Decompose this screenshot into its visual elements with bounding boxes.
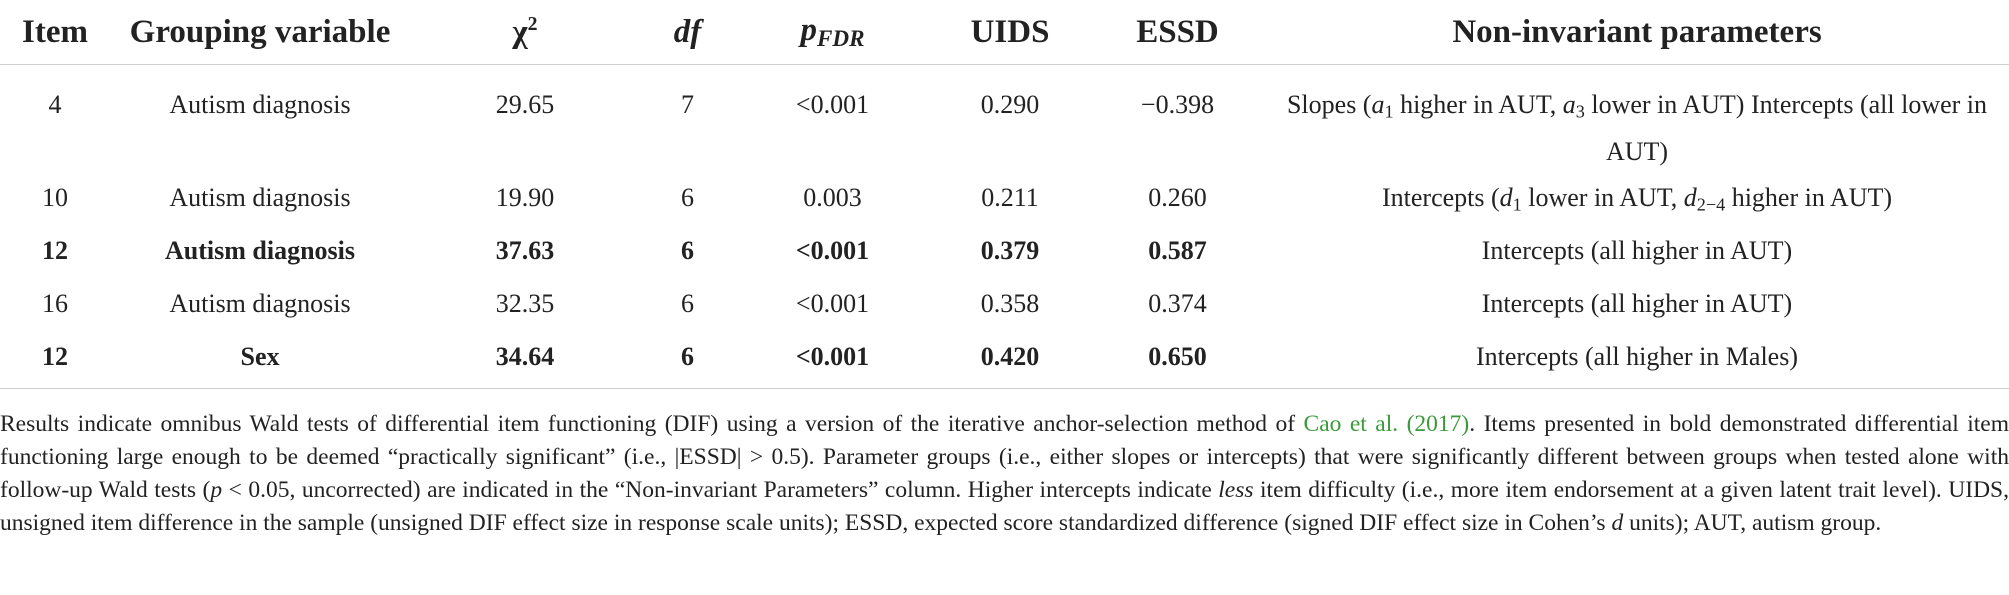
- cell-item: 16: [42, 288, 68, 318]
- table-header: Item Grouping variable χ2 df pFDR UIDS E…: [0, 0, 2009, 65]
- dif-results-table: Item Grouping variable χ2 df pFDR UIDS E…: [0, 0, 2009, 389]
- header-item: Item: [22, 13, 88, 50]
- cell-chi2: 19.90: [495, 182, 555, 212]
- cell-essd: −0.398: [1140, 90, 1215, 119]
- cell-chi2: 34.64: [495, 341, 555, 371]
- cell-item: 12: [42, 341, 68, 371]
- table-row: 12 Sex 34.64 6 <0.001 0.420 0.650 Interc…: [0, 331, 2009, 389]
- cell-uids: 0.420: [980, 341, 1040, 371]
- cell-essd: 0.374: [1148, 288, 1207, 318]
- table-row: 4 Autism diagnosis 29.65 7 <0.001 0.290 …: [0, 65, 2009, 172]
- header-essd: ESSD: [1136, 13, 1219, 50]
- cell-parameters: Intercepts (d1 lower in AUT, d2−4 higher…: [1381, 182, 1893, 215]
- table-row: 10 Autism diagnosis 19.90 6 0.003 0.211 …: [0, 172, 2009, 225]
- cell-chi2: 37.63: [495, 235, 555, 265]
- cell-grouping: Autism diagnosis: [169, 182, 351, 212]
- cell-grouping: Autism diagnosis: [169, 288, 351, 318]
- cell-grouping: Sex: [240, 341, 280, 371]
- cell-p-fdr: <0.001: [795, 235, 870, 265]
- cell-parameters: Intercepts (all higher in Males): [1476, 341, 1798, 371]
- header-uids: UIDS: [970, 13, 1050, 50]
- header-df: df: [673, 13, 702, 50]
- table-row: 12 Autism diagnosis 37.63 6 <0.001 0.379…: [0, 225, 2009, 278]
- cell-parameters: Intercepts (all higher in AUT): [1481, 235, 1793, 265]
- cell-item: 12: [42, 235, 68, 265]
- cell-p-fdr: <0.001: [795, 90, 870, 119]
- header-grouping-variable: Grouping variable: [129, 13, 391, 50]
- cell-chi2: 29.65: [495, 90, 555, 119]
- cell-df: 6: [681, 182, 694, 212]
- cell-uids: 0.358: [980, 288, 1040, 318]
- cell-parameters: Intercepts (all higher in AUT): [1481, 288, 1793, 318]
- cell-df: 6: [681, 235, 694, 265]
- citation-link[interactable]: Cao et al. (2017): [1303, 411, 1470, 437]
- cell-p-fdr: <0.001: [795, 341, 870, 371]
- cell-p-fdr: 0.003: [803, 182, 862, 212]
- cell-uids: 0.379: [980, 235, 1040, 265]
- table-row: 16 Autism diagnosis 32.35 6 <0.001 0.358…: [0, 278, 2009, 331]
- cell-essd: 0.260: [1148, 182, 1207, 212]
- cell-grouping: Autism diagnosis: [169, 90, 351, 119]
- cell-essd: 0.587: [1148, 235, 1207, 265]
- cell-uids: 0.290: [980, 90, 1040, 119]
- cell-item: 4: [48, 90, 62, 119]
- cell-parameters: Slopes (a1 higher in AUT, a3 lower in AU…: [1286, 90, 1988, 166]
- cell-grouping: Autism diagnosis: [165, 235, 355, 265]
- cell-p-fdr: <0.001: [795, 288, 870, 318]
- table-footnote: Results indicate omnibus Wald tests of d…: [0, 411, 2009, 536]
- header-chi-square: χ2: [512, 13, 538, 50]
- cell-df: 6: [681, 341, 694, 371]
- cell-df: 7: [681, 90, 694, 119]
- cell-item: 10: [42, 182, 68, 212]
- cell-chi2: 32.35: [495, 288, 555, 318]
- cell-essd: 0.650: [1148, 341, 1207, 371]
- header-non-invariant-parameters: Non-invariant parameters: [1452, 13, 1822, 50]
- cell-df: 6: [681, 288, 694, 318]
- cell-uids: 0.211: [981, 182, 1039, 212]
- header-p-fdr: pFDR: [800, 12, 865, 51]
